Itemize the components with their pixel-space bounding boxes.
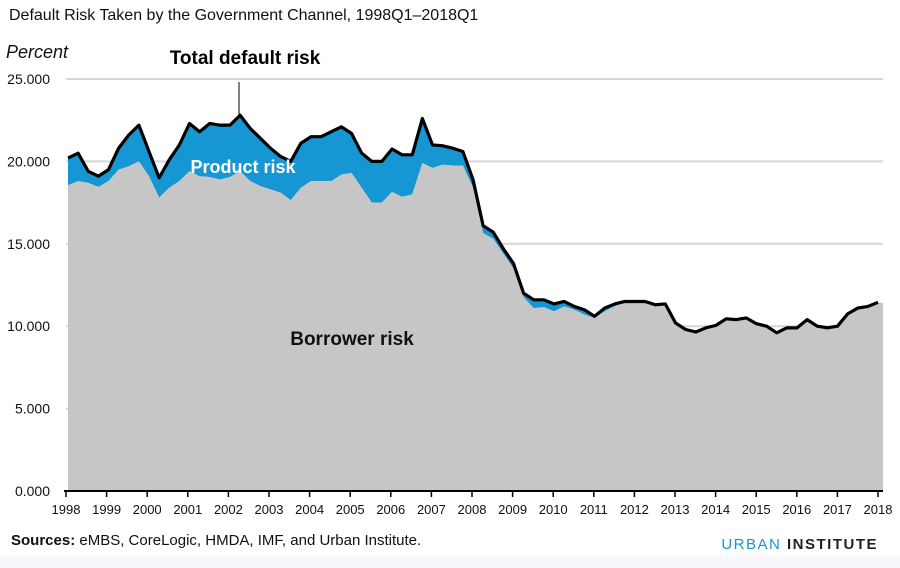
y-tick-label: 0.000 (15, 483, 50, 499)
x-tick-label: 2008 (458, 502, 487, 517)
y-tick-label: 10.000 (7, 318, 50, 334)
y-tick-label: 5.000 (15, 401, 50, 417)
urban-institute-logo: URBAN INSTITUTE (721, 536, 878, 553)
sources-text: eMBS, CoreLogic, HMDA, IMF, and Urban In… (75, 532, 422, 549)
bottom-strip (0, 556, 900, 568)
x-tick-label: 2000 (133, 502, 162, 517)
chart-title: Default Risk Taken by the Government Cha… (9, 7, 479, 24)
x-tick-label: 1998 (52, 502, 81, 517)
product-risk-area (68, 115, 878, 334)
x-tick-label: 2006 (376, 502, 405, 517)
sources-label: Sources: (11, 532, 76, 549)
y-tick-label: 15.000 (7, 236, 50, 252)
x-tick-label: 2016 (782, 502, 811, 517)
x-tick-label: 2015 (742, 502, 771, 517)
y-tick-label: 20.000 (7, 153, 50, 169)
x-tick-label: 2012 (620, 502, 649, 517)
x-tick-label: 2018 (864, 502, 893, 517)
borrower-risk-label: Borrower risk (290, 329, 414, 350)
logo-urban: URBAN (721, 536, 782, 553)
total-risk-label: Total default risk (170, 48, 321, 69)
total-risk-line (67, 113, 879, 335)
x-tick-label: 2004 (295, 502, 324, 517)
x-tick-label: 2009 (498, 502, 527, 517)
y-axis-label: Percent (6, 42, 69, 62)
x-tick-label: 2005 (336, 502, 365, 517)
sources-note: Sources: eMBS, CoreLogic, HMDA, IMF, and… (11, 532, 421, 549)
area-chart: 0.000 5.000 10.000 15.000 20.000 25.000 1998 19… (7, 48, 893, 517)
x-tick-label: 1999 (92, 502, 121, 517)
product-risk-label: Product risk (190, 157, 296, 177)
borrower-risk-area (68, 161, 883, 491)
y-tick-label: 25.000 (7, 71, 50, 87)
x-tick-label: 2013 (661, 502, 690, 517)
x-tick-label: 2002 (214, 502, 243, 517)
x-tick-label: 2014 (701, 502, 730, 517)
x-tick-label: 2011 (580, 502, 608, 517)
logo-institute: INSTITUTE (787, 536, 878, 553)
x-tick-label: 2017 (823, 502, 852, 517)
x-tick-label: 2010 (539, 502, 568, 517)
x-tick-label: 2003 (255, 502, 284, 517)
x-tick-label: 2001 (173, 502, 202, 517)
x-tick-label: 2007 (417, 502, 446, 517)
